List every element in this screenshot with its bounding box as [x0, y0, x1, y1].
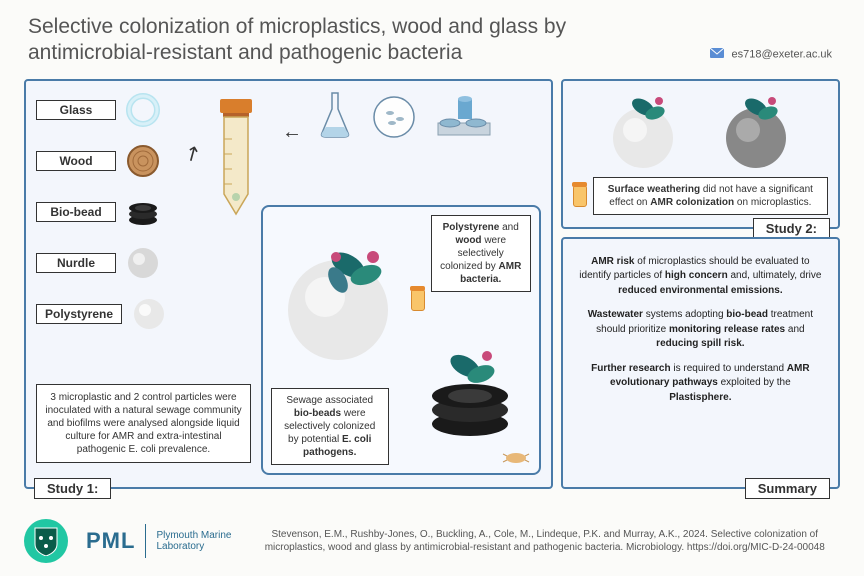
- mail-icon: [710, 48, 724, 61]
- glass-ring-icon: [124, 91, 162, 129]
- material-row-nurdle: Nurdle: [36, 244, 191, 282]
- pml-logo: PML Plymouth Marine Laboratory: [86, 524, 231, 558]
- colonized-sphere-icon: [273, 235, 403, 370]
- tube-icon: [214, 99, 258, 219]
- wood-disc-icon: [124, 142, 162, 180]
- material-label: Glass: [36, 100, 116, 120]
- flask-icon: [316, 91, 354, 144]
- title-line-2: antimicrobial-resistant and pathogenic b…: [28, 41, 462, 64]
- study1-note: 3 microplastic and 2 control particles w…: [36, 384, 251, 463]
- panels-row: Study 1: Glass Wood Bio-bead: [0, 73, 864, 489]
- shield-logo-icon: [24, 519, 68, 563]
- pml-acronym: PML: [86, 528, 135, 554]
- panel-summary: Summary AMR risk of microplastics should…: [561, 237, 840, 489]
- pill-bottle-icon: [411, 289, 425, 311]
- material-row-polystyrene: Polystyrene: [36, 295, 191, 333]
- lab-icons: [316, 91, 494, 144]
- study1-results-box: Polystyrene and wood were selectively co…: [261, 205, 541, 475]
- arrow-icon: ←: [282, 121, 302, 144]
- contact-email: es718@exeter.ac.uk: [732, 48, 832, 60]
- summary-p1: AMR risk of microplastics should be eval…: [579, 255, 822, 299]
- right-column: Study 2: Surface weathering did not have…: [561, 79, 840, 489]
- pill-bottle-icon: [573, 185, 587, 207]
- citation-text: Stevenson, E.M., Rushby-Jones, O., Buckl…: [249, 528, 840, 555]
- summary-body: AMR risk of microplastics should be eval…: [573, 249, 828, 422]
- summary-p3: Further research is required to understa…: [579, 362, 822, 406]
- panel-study-1: Study 1: Glass Wood Bio-bead: [24, 79, 553, 489]
- material-row-wood: Wood: [36, 142, 191, 180]
- petri-dish-icon: [372, 95, 416, 144]
- caption-biobeads: Sewage associated bio-beads were selecti…: [271, 388, 389, 465]
- material-row-glass: Glass: [36, 91, 191, 129]
- biobead-stack-icon: [124, 193, 162, 231]
- sphere-light-icon: [601, 93, 686, 173]
- caption-polystyrene-wood: Polystyrene and wood were selectively co…: [431, 215, 531, 292]
- treatment-plant-icon: [434, 91, 494, 144]
- nurdle-sphere-icon: [124, 244, 162, 282]
- panel-label-study-1: Study 1:: [34, 478, 111, 499]
- contact: es718@exeter.ac.uk: [710, 48, 832, 61]
- title-line-1: Selective colonization of microplastics,…: [28, 15, 566, 38]
- header: Selective colonization of microplastics,…: [0, 0, 864, 73]
- panel-label-summary: Summary: [745, 478, 830, 499]
- material-label: Nurdle: [36, 253, 116, 273]
- panel-label-study-2: Study 2:: [753, 218, 830, 239]
- summary-p2: Wastewater systems adopting bio-bead tre…: [579, 308, 822, 352]
- materials-list: Glass Wood Bio-bead Nurdle: [36, 91, 191, 333]
- colonized-biobead-icon: [415, 346, 525, 451]
- caption-weathering: Surface weathering did not have a signif…: [593, 177, 828, 215]
- material-label: Polystyrene: [36, 304, 122, 324]
- sphere-dark-icon: [714, 93, 799, 173]
- divider: [145, 524, 146, 558]
- material-label: Wood: [36, 151, 116, 171]
- material-label: Bio-bead: [36, 202, 116, 222]
- material-row-biobead: Bio-bead: [36, 193, 191, 231]
- footer: PML Plymouth Marine Laboratory Stevenson…: [0, 506, 864, 576]
- weathering-spheres: [573, 93, 828, 173]
- polystyrene-sphere-icon: [130, 295, 168, 333]
- bacterium-icon: [501, 450, 531, 471]
- pml-full-name: Plymouth Marine Laboratory: [156, 530, 231, 552]
- panel-study-2: Study 2: Surface weathering did not have…: [561, 79, 840, 229]
